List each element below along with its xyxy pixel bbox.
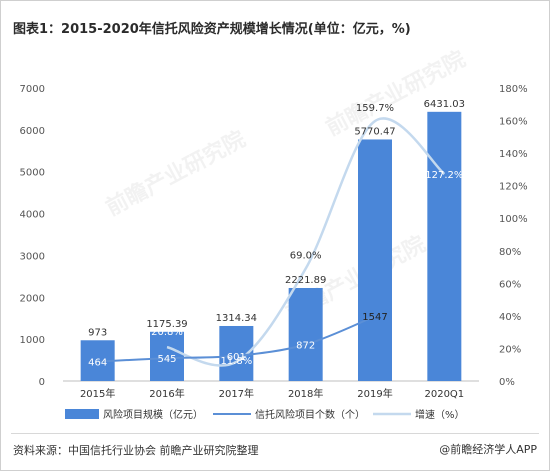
x-tick-label: 2019年: [357, 387, 392, 400]
count-value-label: 545: [157, 354, 176, 365]
bar: [427, 111, 462, 381]
bar-value-label: 1175.39: [146, 319, 187, 330]
bar-value-label: 5770.47: [354, 126, 395, 137]
chart-svg: 前瞻产业研究院前瞻产业研究院前瞻产业研究院0100020003000400050…: [20, 46, 528, 421]
bar: [358, 139, 392, 381]
legend-label: 增速（%）: [415, 408, 465, 421]
growth-value-label: 159.7%: [356, 103, 394, 114]
chart-title: 图表1：2015-2020年信托风险资产规模增长情况(单位：亿元，%): [13, 22, 411, 37]
count-value-label: 464: [88, 358, 107, 369]
bar-value-label: 2221.89: [285, 275, 326, 286]
y-right-tick-label: 0%: [499, 377, 515, 388]
brand-badge: @前瞻经济学人APP: [439, 441, 537, 457]
y-right-tick-label: 100%: [499, 214, 528, 225]
y-left-tick-label: 0: [39, 377, 45, 388]
project-count-line: [97, 315, 376, 363]
bar: [150, 331, 184, 381]
count-value-label: 601: [227, 352, 246, 363]
growth-value-label: 127.2%: [425, 170, 463, 181]
y-right-tick-label: 180%: [499, 84, 528, 95]
footer-divider: [11, 433, 539, 434]
growth-value-label: 69.0%: [290, 251, 322, 262]
y-left-tick-label: 4000: [20, 210, 45, 221]
growth-value-label: 11.8%: [220, 356, 252, 367]
bar-value-label: 1314.34: [216, 313, 257, 324]
x-tick-label: 2020Q1: [424, 389, 464, 400]
y-left-tick-label: 1000: [20, 335, 45, 346]
y-right-tick-label: 140%: [499, 149, 528, 160]
x-tick-label: 2018年: [288, 387, 323, 400]
x-tick-label: 2015年: [80, 387, 115, 400]
x-tick-label: 2016年: [149, 387, 184, 400]
y-right-tick-label: 80%: [499, 247, 521, 258]
count-value-label: 1547: [362, 312, 387, 323]
growth-rate-line: [166, 117, 446, 367]
legend-label: 信托风险项目个数（个）: [255, 408, 365, 421]
y-right-tick-label: 160%: [499, 117, 528, 128]
y-left-tick-label: 3000: [20, 251, 45, 262]
legend-label: 风险项目规模（亿元）: [103, 408, 203, 421]
count-value-label: 872: [296, 341, 315, 352]
y-right-tick-label: 120%: [499, 182, 528, 193]
y-right-tick-label: 60%: [499, 279, 521, 290]
watermark-text: 前瞻产业研究院: [102, 126, 250, 221]
x-tick-label: 2017年: [219, 387, 254, 400]
y-left-tick-label: 7000: [20, 84, 45, 95]
legend-swatch-bar: [65, 409, 99, 419]
y-left-tick-label: 6000: [20, 126, 45, 137]
y-right-tick-label: 20%: [499, 344, 521, 355]
bar-value-label: 973: [88, 327, 107, 338]
y-left-tick-label: 2000: [20, 293, 45, 304]
growth-value-label: 20.8%: [151, 327, 183, 338]
y-right-tick-label: 40%: [499, 312, 521, 323]
y-left-tick-label: 5000: [20, 168, 45, 179]
source-note: 资料来源：中国信托行业协会 前瞻产业研究院整理: [13, 444, 259, 457]
brand-text: @前瞻经济学人APP: [439, 443, 537, 456]
bar-value-label: 6431.03: [424, 99, 465, 110]
bar: [288, 287, 323, 381]
